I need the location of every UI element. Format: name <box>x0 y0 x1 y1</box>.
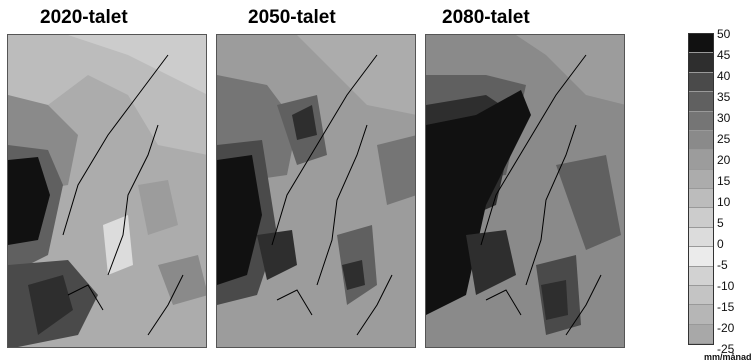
coastline <box>480 54 602 336</box>
legend-swatch <box>689 72 713 93</box>
map-2050 <box>216 34 416 348</box>
legend-swatch <box>689 208 713 228</box>
map-2080 <box>425 34 625 348</box>
legend-swatch <box>689 92 713 112</box>
legend-swatch <box>689 189 713 209</box>
legend-tick-label: 35 <box>717 90 731 104</box>
legend-tick-label: 45 <box>717 48 731 62</box>
coastline <box>62 54 184 336</box>
legend-tick-label: -10 <box>717 279 735 293</box>
panel-title-2020: 2020-talet <box>40 7 128 28</box>
legend-swatch <box>689 247 713 267</box>
coastline <box>271 54 393 336</box>
color-legend <box>688 33 714 345</box>
legend-swatch <box>689 53 713 73</box>
legend-swatch <box>689 324 713 344</box>
legend-tick-label: -15 <box>717 300 735 314</box>
legend-tick-label: 15 <box>717 174 731 188</box>
legend-swatch <box>689 169 713 189</box>
legend-tick-label: 10 <box>717 195 731 209</box>
legend-swatch <box>689 285 713 306</box>
legend-tick-label: 20 <box>717 153 731 167</box>
legend-tick-label: -5 <box>717 258 728 272</box>
legend-tick-label: -20 <box>717 321 735 335</box>
legend-swatch <box>689 305 713 325</box>
legend-swatch <box>689 150 713 170</box>
legend-tick-label: 50 <box>717 27 731 41</box>
legend-tick-label: 30 <box>717 111 731 125</box>
legend-swatch <box>689 227 713 248</box>
panel-title-2050: 2050-talet <box>248 7 336 28</box>
legend-tick-label: 40 <box>717 69 731 83</box>
legend-tick-label: 5 <box>717 216 724 230</box>
legend-swatch <box>689 111 713 131</box>
legend-tick-label: -25 <box>717 342 735 356</box>
panel-title-2080: 2080-talet <box>442 7 530 28</box>
legend-tick-label: 25 <box>717 132 731 146</box>
legend-swatch <box>689 34 713 54</box>
map-2020 <box>7 34 207 348</box>
legend-tick-label: 0 <box>717 237 724 251</box>
legend-swatch <box>689 266 713 286</box>
legend-swatch <box>689 130 713 151</box>
legend-unit: mm/månad <box>704 352 752 362</box>
